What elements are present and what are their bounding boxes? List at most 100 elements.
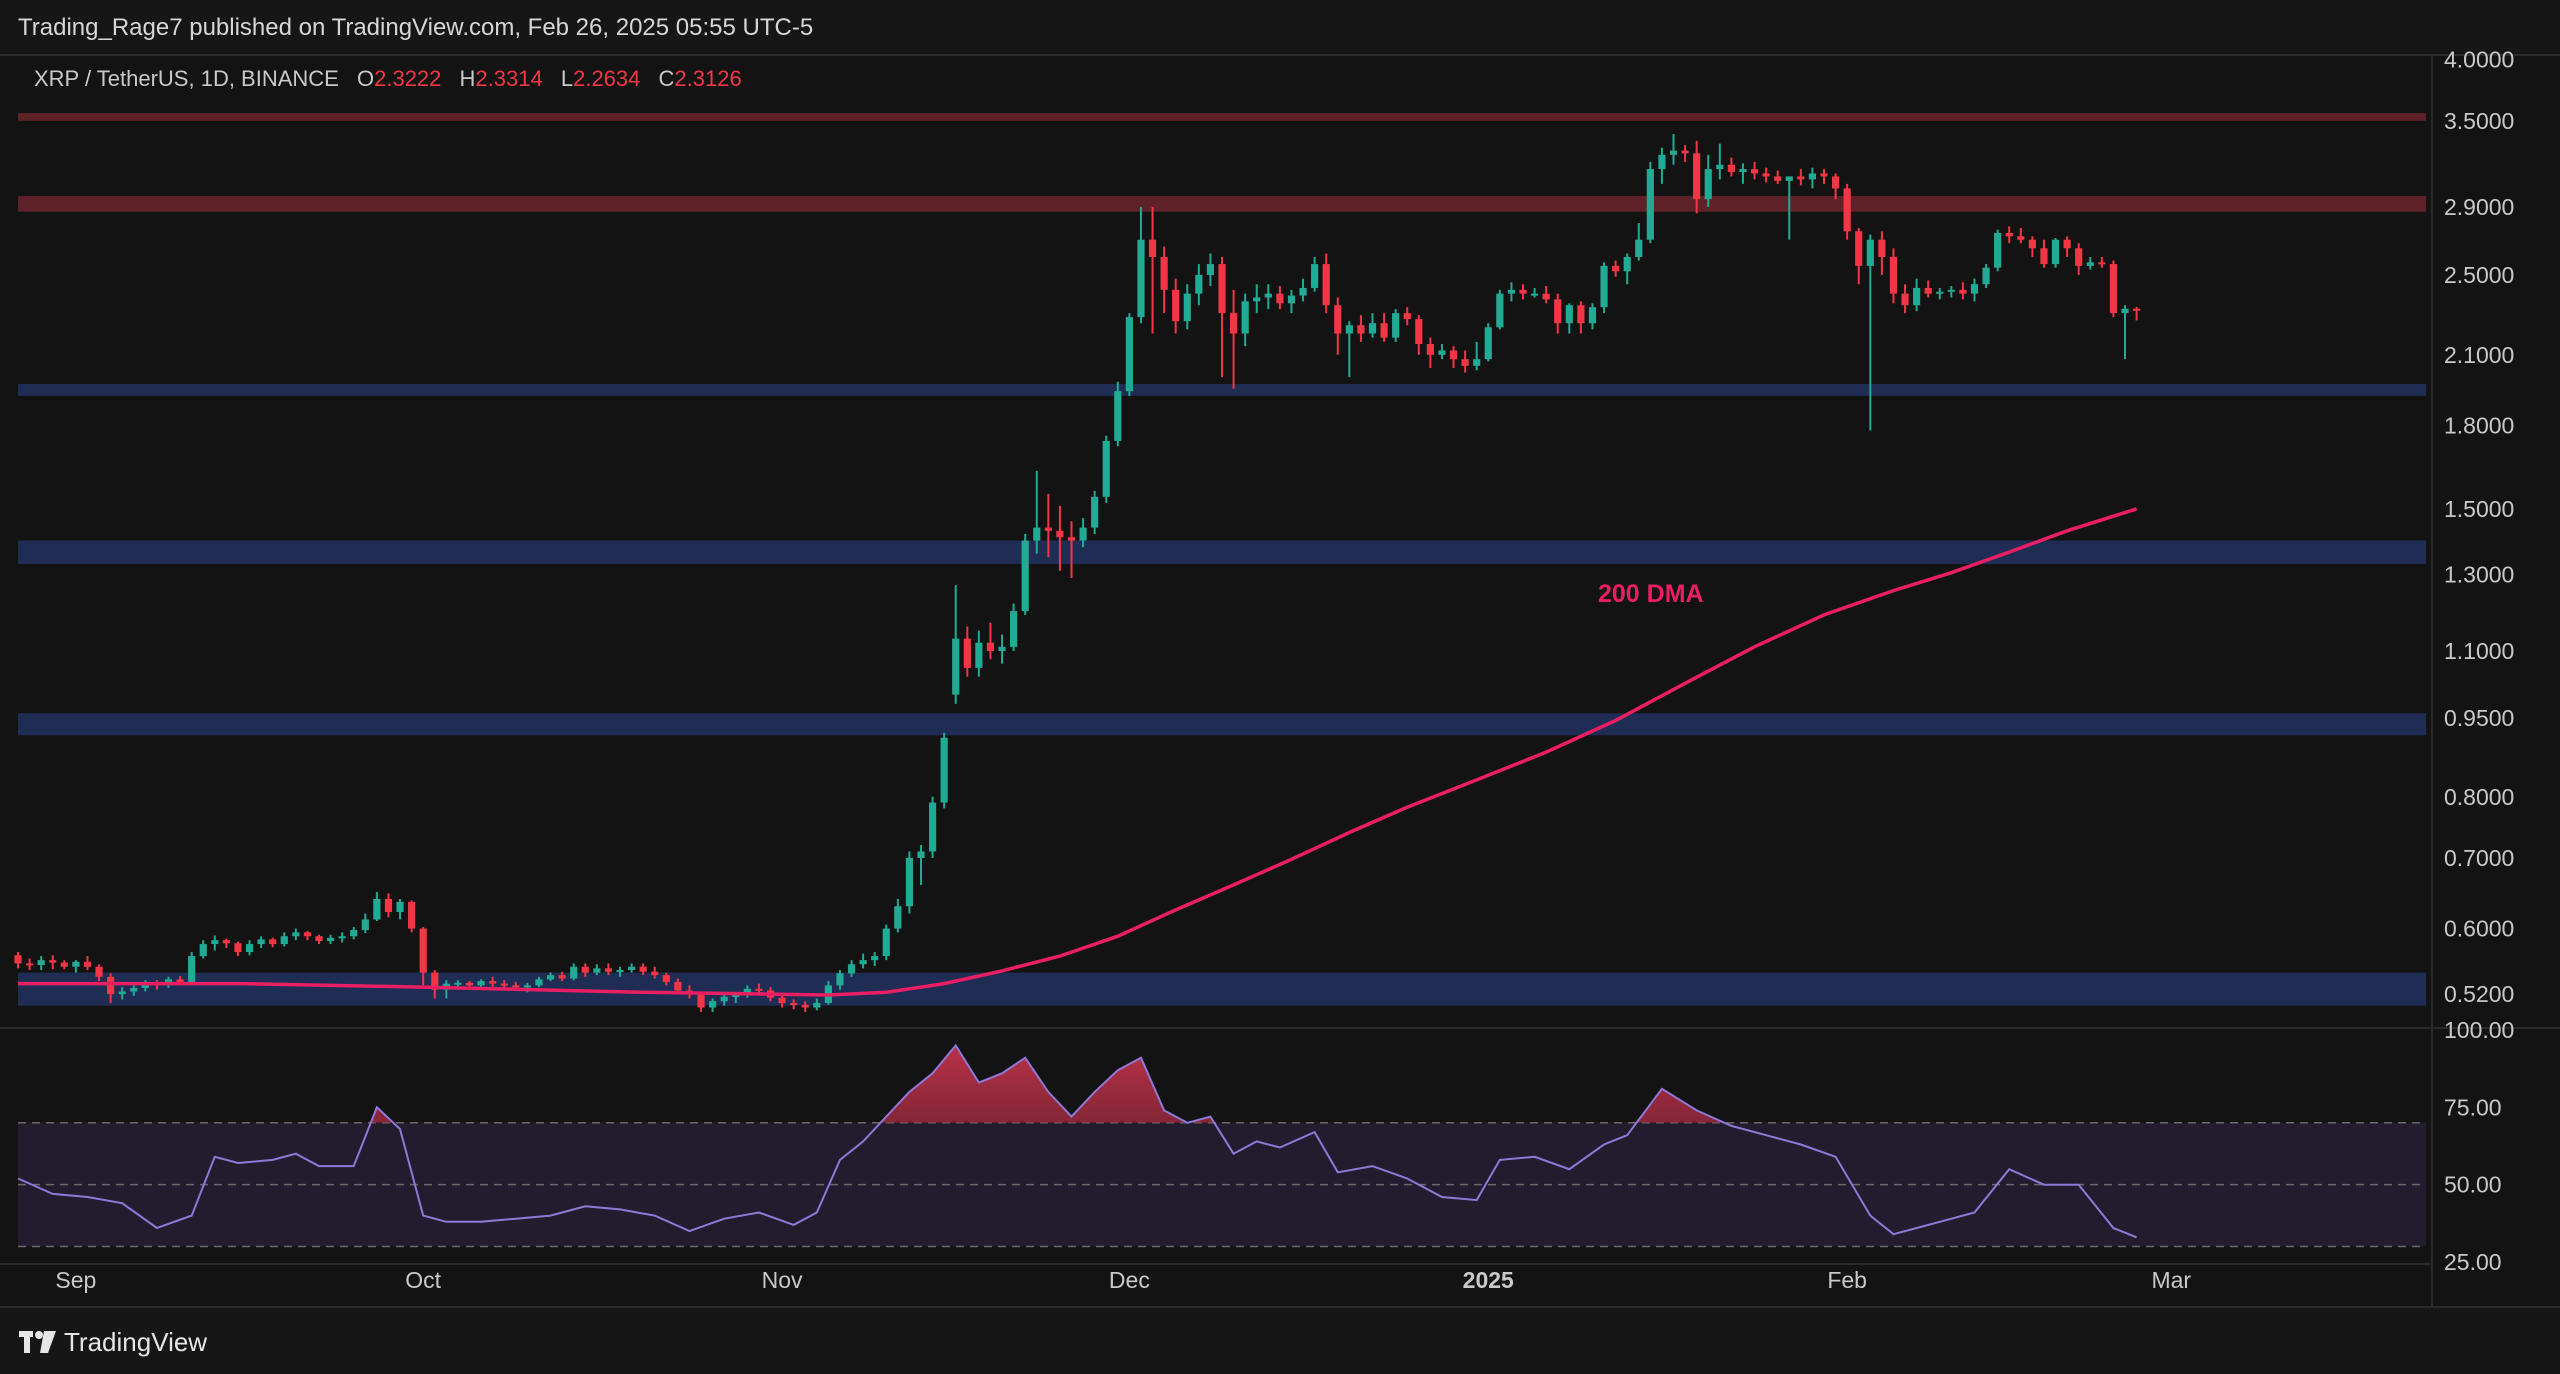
candle (477, 979, 485, 988)
candle (651, 966, 659, 979)
candle (604, 963, 613, 976)
candle (234, 941, 242, 957)
candle (1345, 321, 1353, 378)
resistance-zone (18, 113, 2426, 121)
price-tick-label: 0.6000 (2444, 916, 2514, 942)
price-tick-label: 1.5000 (2444, 496, 2514, 522)
rsi-tick-label: 25.00 (2444, 1249, 2502, 1275)
candle (1774, 170, 1782, 184)
open-label: O (356, 66, 375, 91)
candle (1033, 470, 1041, 554)
candle (546, 972, 555, 982)
candle (1496, 289, 1504, 330)
candle (25, 958, 34, 971)
rsi-pane (17, 1043, 2426, 1248)
rsi-tick-label: 75.00 (2444, 1094, 2502, 1120)
candle (1936, 287, 1944, 300)
candle (1924, 280, 1932, 298)
candle (1102, 435, 1110, 503)
time-tick-label: Mar (2151, 1267, 2191, 1293)
candle (107, 973, 115, 1003)
candle (1542, 286, 1550, 304)
candle (1229, 289, 1238, 389)
candle (535, 976, 543, 988)
candle (1426, 337, 1434, 369)
candle (1079, 518, 1087, 548)
candle (303, 930, 312, 941)
candle (350, 927, 358, 940)
candle (211, 935, 219, 951)
rsi-line (17, 1043, 2137, 1239)
time-tick-label: Sep (55, 1267, 96, 1293)
candle (384, 893, 393, 918)
candle (859, 953, 867, 969)
candle (1635, 223, 1643, 261)
candle (1577, 301, 1585, 334)
candle (72, 960, 80, 973)
candle (1334, 297, 1342, 355)
candle (627, 963, 636, 973)
time-tick-label: Dec (1109, 1267, 1150, 1293)
brand-name: TradingView (64, 1326, 208, 1357)
candle (1253, 284, 1261, 314)
candle (709, 998, 717, 1013)
candle (2132, 306, 2141, 321)
rsi-tick-label: 50.00 (2444, 1172, 2502, 1198)
candle (1727, 157, 1735, 177)
candle (1484, 323, 1492, 362)
price-axis: 4.0000 3.5000 2.9000 2.5000 2.1000 1.8000 1.50… (2444, 47, 2514, 1007)
support-zone (18, 972, 2426, 1006)
candle (292, 928, 300, 941)
open-value: 2.3222 (374, 66, 442, 91)
candle (1172, 278, 1180, 334)
time-tick-label: 2025 (1463, 1267, 1514, 1293)
candle (1797, 169, 1805, 186)
candle (1530, 287, 1539, 298)
candle (1206, 253, 1215, 287)
candle (998, 634, 1006, 664)
price-tick-label: 0.9500 (2444, 705, 2514, 731)
tradingview-brand[interactable]: TradingView (18, 1326, 207, 1358)
tradingview-logo-icon (19, 1331, 56, 1353)
candle (2109, 260, 2118, 318)
candle (1021, 533, 1029, 615)
close-label: C (658, 66, 675, 91)
high-label: H (459, 66, 476, 91)
candle (2040, 239, 2048, 268)
candle (1137, 206, 1145, 324)
candle (338, 932, 346, 943)
candle (2075, 243, 2083, 275)
candle (280, 932, 288, 947)
candle (2098, 256, 2106, 268)
candle (1808, 167, 1817, 189)
candle (222, 938, 230, 949)
candle (373, 891, 381, 921)
support-zone (18, 384, 2426, 396)
candle (1311, 256, 1319, 292)
candle (315, 934, 323, 945)
published-text: Trading_Rage7 published on TradingView.c… (18, 14, 814, 41)
price-tick-label: 0.8000 (2444, 784, 2514, 810)
time-tick-label: Nov (762, 1267, 803, 1293)
header-bar: Trading_Rage7 published on TradingView.c… (0, 0, 2560, 56)
candle (269, 937, 277, 948)
candle (1669, 134, 1678, 165)
candle (1148, 206, 1157, 334)
candle (1646, 161, 1654, 244)
candle (1843, 183, 1851, 240)
candle (257, 936, 265, 949)
candle (1415, 315, 1423, 355)
candle (408, 900, 416, 933)
candle (1889, 248, 1898, 304)
candle (1091, 490, 1099, 534)
candle (188, 952, 196, 985)
candle (1681, 145, 1689, 162)
candle (743, 985, 751, 998)
candle (1588, 303, 1597, 330)
candle (986, 622, 995, 660)
candle (1380, 313, 1388, 342)
grid (0, 54, 2560, 1306)
candle (1160, 246, 1168, 314)
price-tick-label: 2.9000 (2444, 194, 2514, 220)
